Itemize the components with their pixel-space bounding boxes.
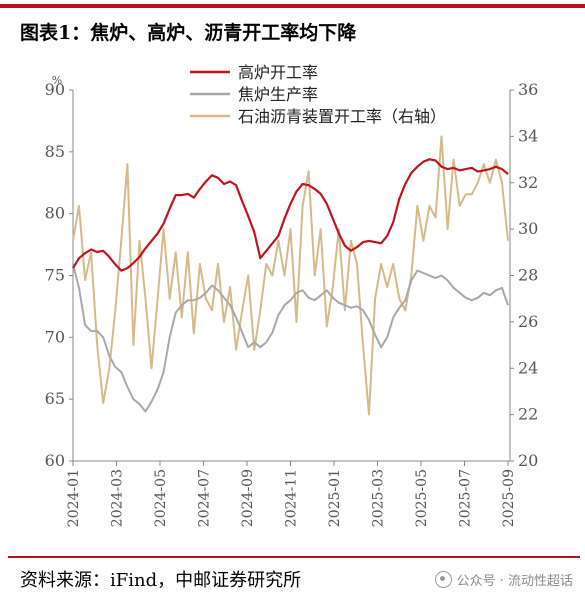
legend-label-1: 焦炉生产率 bbox=[238, 85, 318, 104]
legend-label-0: 高炉开工率 bbox=[238, 63, 318, 82]
watermark-text: 公众号 · 流动性超话 bbox=[456, 574, 573, 589]
y-left-tick-label: 60 bbox=[45, 451, 65, 470]
legend-label-2: 石油沥青装置开工率（右轴） bbox=[238, 107, 446, 126]
x-tick-label: 2025-07 bbox=[458, 469, 474, 527]
source-note: 资料来源：iFind，中邮证券研究所 bbox=[20, 570, 302, 591]
x-tick-label: 2024-07 bbox=[197, 469, 213, 527]
x-tick-label: 2025-05 bbox=[414, 469, 430, 527]
series-line-0 bbox=[72, 158, 509, 272]
y-right-tick-label: 28 bbox=[518, 266, 538, 285]
watermark: 公众号 · 流动性超话 bbox=[434, 570, 573, 589]
y-right-tick-label: 22 bbox=[518, 405, 538, 424]
y-right-tick-label: 20 bbox=[518, 451, 538, 470]
x-tick-label: 2024-09 bbox=[240, 469, 256, 527]
y-right-tick-label: 24 bbox=[518, 358, 538, 377]
y-left-tick-label: 75 bbox=[45, 266, 65, 285]
y-right-tick-label: 32 bbox=[518, 173, 538, 192]
y-right-tick-label: 36 bbox=[518, 80, 538, 99]
x-tick-label: 2024-03 bbox=[110, 469, 126, 527]
wechat-icon bbox=[434, 571, 452, 588]
top-rule bbox=[0, 4, 585, 8]
x-tick-label: 2025-01 bbox=[327, 469, 343, 527]
y-left-tick-label: 65 bbox=[45, 389, 65, 408]
y-right-tick-label: 26 bbox=[518, 312, 538, 331]
series-line-1 bbox=[72, 264, 509, 413]
x-tick-label: 2024-05 bbox=[153, 469, 169, 527]
y-left-tick-label: 85 bbox=[45, 142, 65, 161]
series-line-2 bbox=[72, 135, 509, 416]
y-left-tick-label: 90 bbox=[45, 80, 65, 99]
x-tick-label: 2024-01 bbox=[66, 469, 82, 527]
figure-title: 图表1：焦炉、高炉、沥青开工率均下降 bbox=[20, 22, 357, 44]
y-left-unit-label: % bbox=[52, 74, 62, 87]
bottom-rule bbox=[8, 556, 580, 558]
y-right-tick-label: 34 bbox=[518, 126, 538, 145]
x-tick-label: 2024-11 bbox=[284, 469, 300, 527]
y-left-tick-label: 80 bbox=[45, 204, 65, 223]
y-right-tick-label: 30 bbox=[518, 219, 538, 238]
x-tick-label: 2025-03 bbox=[371, 469, 387, 527]
line-chart: 60 65 70 75 80 85 90% 20 22 24 26 28 30 32 34 36 2024-01… bbox=[45, 63, 539, 527]
x-tick-label: 2025-09 bbox=[501, 469, 517, 527]
y-left-tick-label: 70 bbox=[45, 327, 65, 346]
